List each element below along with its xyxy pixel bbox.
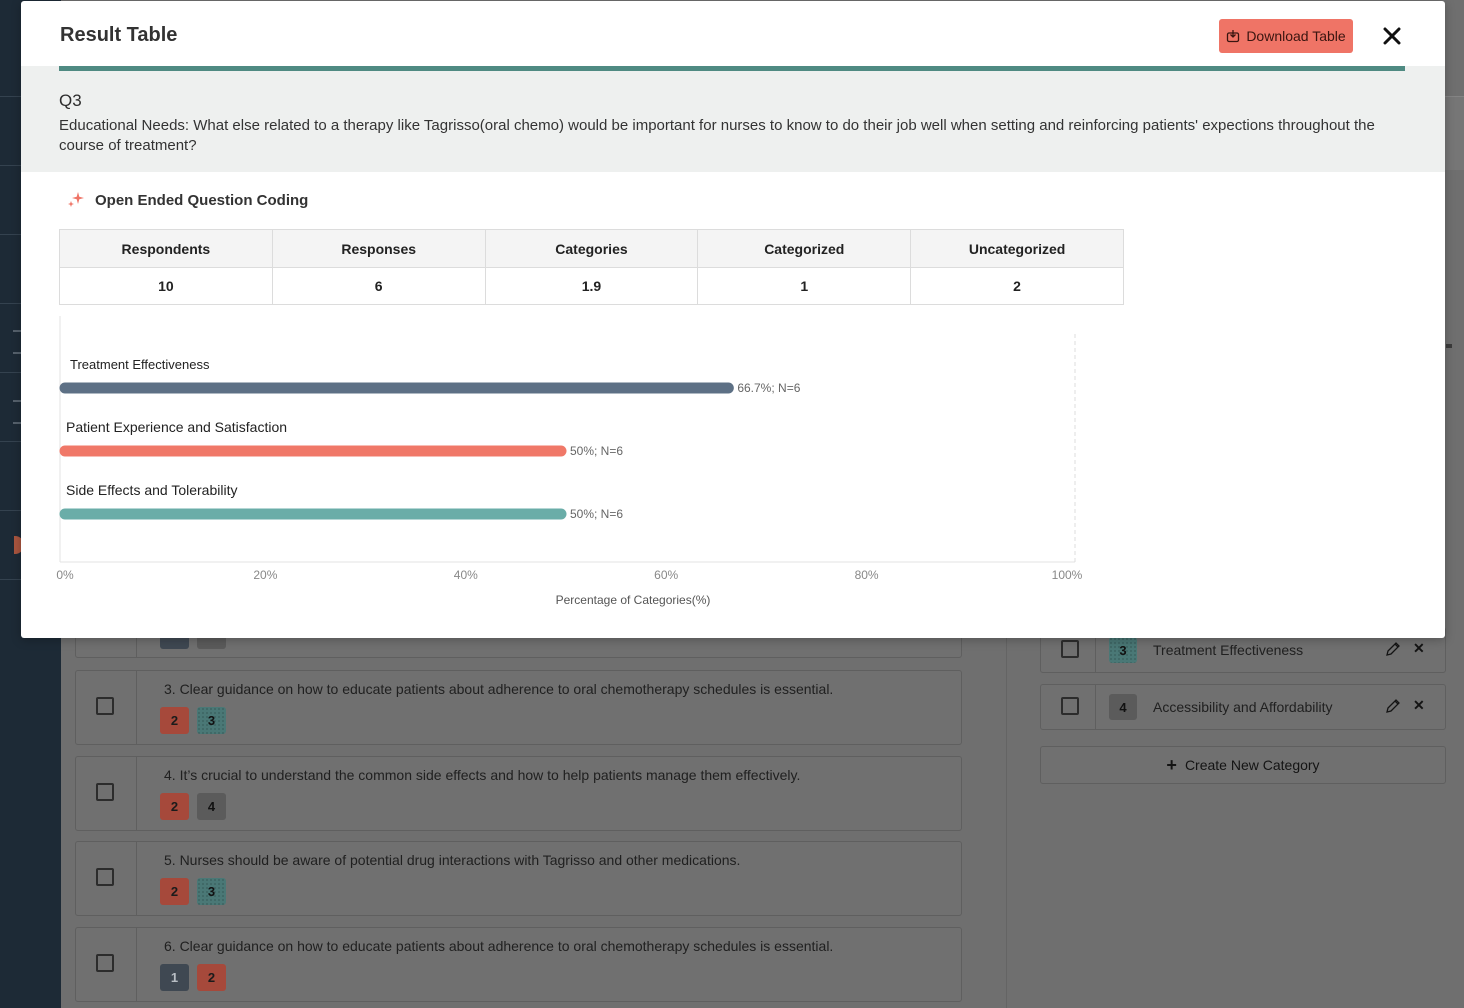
table-cell: 1.9 [484, 267, 699, 305]
response-card[interactable]: 3. Clear guidance on how to educate pati… [75, 670, 962, 745]
response-tags: 2 3 [160, 707, 226, 734]
download-table-button[interactable]: Download Table [1219, 19, 1353, 53]
table-cell: 1 [697, 267, 912, 305]
summary-value-row: 10 6 1.9 1 2 [59, 267, 1124, 305]
category-bar-chart: Treatment Effectiveness 66.7%; N=6 Patient… [56, 316, 1083, 607]
category-tag[interactable]: 3 [197, 707, 226, 734]
create-category-label: Create New Category [1184, 757, 1320, 773]
response-tags [160, 635, 226, 649]
section-title: Open Ended Question Coding [95, 191, 309, 209]
category-name: Accessibility and Affordability [1153, 699, 1333, 715]
pencil-icon[interactable] [1385, 641, 1401, 657]
download-table-label: Download Table [1246, 28, 1346, 44]
pencil-icon[interactable] [1385, 698, 1401, 714]
response-card[interactable]: 6. Clear guidance on how to educate pati… [75, 927, 962, 1002]
question-number: Q3 [59, 91, 82, 110]
response-text: 5. Nurses should be aware of potential d… [164, 852, 741, 868]
close-icon[interactable] [1381, 25, 1403, 47]
response-checkbox[interactable] [96, 954, 114, 972]
response-text: 4. It’s crucial to understand the common… [164, 767, 801, 783]
category-tag[interactable] [160, 635, 189, 649]
sparkle-icon [68, 192, 84, 207]
x-tick-label: 60% [654, 568, 678, 582]
bar-data-label: 66.7%; N=6 [737, 381, 800, 395]
response-check-cell [76, 757, 137, 830]
table-header: Uncategorized [910, 229, 1124, 268]
modal-title: Result Table [60, 24, 178, 46]
category-tag[interactable]: 1 [160, 964, 189, 991]
bar-category-label: Side Effects and Tolerability [66, 482, 237, 498]
category-name: Treatment Effectiveness [1153, 642, 1304, 658]
download-icon [1227, 30, 1240, 43]
x-tick-label: 20% [253, 568, 277, 582]
accent-bar [59, 66, 1405, 71]
x-tick-label: 40% [454, 568, 478, 582]
category-tag[interactable]: 2 [160, 707, 189, 734]
category-checkbox[interactable] [1061, 640, 1079, 658]
category-tag[interactable]: 2 [197, 964, 226, 991]
x-axis-label: Percentage of Categories(%) [556, 593, 711, 607]
table-header: Categorized [697, 229, 912, 268]
x-icon[interactable]: ✕ [1413, 697, 1425, 713]
response-text: 6. Clear guidance on how to educate pati… [164, 938, 834, 954]
response-checkbox[interactable] [96, 783, 114, 801]
question-text: Educational Needs: What else related to … [59, 117, 1375, 154]
category-number-badge: 3 [1109, 637, 1137, 663]
category-tag[interactable] [197, 635, 226, 649]
plus-icon: + [1166, 755, 1177, 775]
bar-category-label: Treatment Effectiveness [70, 357, 210, 372]
table-cell: 2 [910, 267, 1124, 305]
x-tick-label: 100% [1052, 568, 1083, 582]
create-category-button[interactable]: + Create New Category [1040, 746, 1446, 784]
response-check-cell [76, 671, 137, 744]
bar-category-label: Patient Experience and Satisfaction [66, 419, 287, 435]
summary-header-row: Respondents Responses Categories Categor… [59, 229, 1124, 268]
category-tag[interactable]: 2 [160, 878, 189, 905]
response-tags: 1 2 [160, 964, 226, 991]
summary-table: Respondents Responses Categories Categor… [59, 229, 1124, 305]
bar-data-label: 50%; N=6 [570, 507, 623, 521]
response-card[interactable]: 5. Nurses should be aware of potential d… [75, 841, 962, 916]
x-icon[interactable]: ✕ [1413, 640, 1425, 656]
category-checkbox[interactable] [1061, 697, 1079, 715]
response-check-cell [76, 928, 137, 1001]
user-avatar-icon[interactable] [14, 536, 24, 554]
divider [1095, 685, 1096, 729]
response-checkbox[interactable] [96, 697, 114, 715]
panel-marker [1446, 344, 1452, 348]
result-table-modal: Result Table Download Table Q3 Education… [21, 1, 1445, 638]
table-header: Respondents [59, 229, 273, 268]
response-tags: 2 3 [160, 878, 226, 905]
category-number-badge: 4 [1109, 694, 1137, 720]
table-cell: 10 [59, 267, 273, 305]
response-checkbox[interactable] [96, 868, 114, 886]
category-tag[interactable]: 4 [197, 793, 226, 820]
question-header: Q3 Educational Needs: What else related … [21, 66, 1445, 172]
bar-data-label: 50%; N=6 [570, 444, 623, 458]
table-cell: 6 [271, 267, 486, 305]
category-tag[interactable]: 3 [197, 878, 226, 905]
x-tick-label: 0% [56, 568, 74, 582]
response-tags: 2 4 [160, 793, 226, 820]
category-item[interactable]: 4 Accessibility and Affordability ✕ [1040, 684, 1446, 730]
response-text: 3. Clear guidance on how to educate pati… [164, 681, 834, 697]
x-tick-label: 80% [855, 568, 879, 582]
table-header: Responses [271, 229, 486, 268]
table-header: Categories [484, 229, 699, 268]
response-card[interactable]: 4. It’s crucial to understand the common… [75, 756, 962, 831]
section-header: Open Ended Question Coding [67, 191, 308, 209]
response-check-cell [76, 842, 137, 915]
divider [1095, 628, 1096, 672]
category-tag[interactable]: 2 [160, 793, 189, 820]
